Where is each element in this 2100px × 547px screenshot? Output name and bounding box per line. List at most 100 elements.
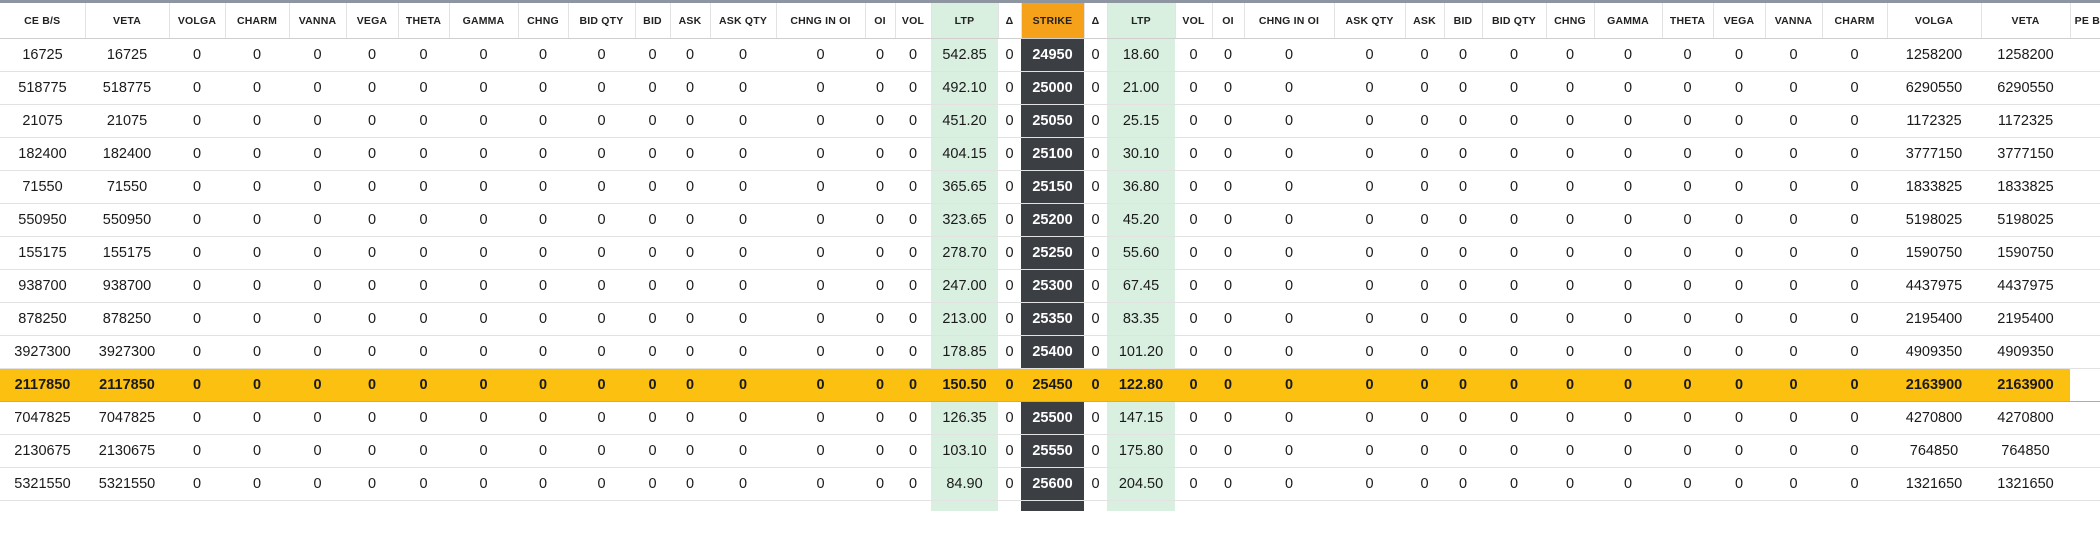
column-header-ce-ce-b-s[interactable]: CE B/S [0, 3, 86, 39]
cell-pe-ltp[interactable]: 18.60 [1107, 38, 1175, 72]
column-header-pe-charm[interactable]: CHARM [1822, 3, 1888, 39]
table-row[interactable]: 16725 16725 0 0 0 0 0 0 0 0 0 0 0 0 0 0 542.85 0 24950 0 18.… [0, 38, 2100, 72]
column-header-ce-theta[interactable]: THETA [398, 3, 450, 39]
column-header-pe-oi[interactable]: OI [1212, 3, 1245, 39]
column-header-ce-delta[interactable]: Δ [998, 3, 1022, 39]
column-header-ce-veta[interactable]: VETA [85, 3, 170, 39]
cell-pe-ltp[interactable]: 175.80 [1107, 434, 1175, 468]
cell-ce-ltp[interactable]: 365.65 [931, 170, 998, 204]
cell-pe-ltp[interactable]: 30.10 [1107, 137, 1175, 171]
cell-pe-ltp[interactable]: 67.45 [1107, 269, 1175, 303]
column-header-ce-charm[interactable]: CHARM [225, 3, 290, 39]
column-header-ce-volga[interactable]: VOLGA [169, 3, 226, 39]
strike-cell[interactable]: 25350 [1021, 302, 1084, 336]
cell-pe-ltp[interactable]: 147.15 [1107, 401, 1175, 435]
cell-pe-ltp[interactable]: 83.35 [1107, 302, 1175, 336]
cell-pe-ltp[interactable]: 55.60 [1107, 236, 1175, 270]
strike-cell[interactable]: 25450 [1021, 368, 1084, 402]
column-header-ce-vega[interactable]: VEGA [346, 3, 399, 39]
strike-cell[interactable]: 25050 [1021, 104, 1084, 138]
strike-cell[interactable]: 25600 [1021, 467, 1084, 501]
table-row[interactable]: 3927300 3927300 0 0 0 0 0 0 0 0 0 0 0 0 0 0 178.85 0 25400… [0, 335, 2100, 369]
column-header-pe-chng-in-oi[interactable]: CHNG IN OI [1244, 3, 1335, 39]
column-header-strike-strike[interactable]: STRIKE [1021, 3, 1085, 39]
cell-pe-vega: 0 [1713, 38, 1765, 72]
table-row[interactable]: 550950 550950 0 0 0 0 0 0 0 0 0 0 0 0 0 0 323.65 0 25200 0 4… [0, 203, 2100, 237]
cell-pe-ask: 0 [1405, 302, 1444, 336]
cell-pe-ltp[interactable]: 101.20 [1107, 335, 1175, 369]
column-header-ce-ask-qty[interactable]: ASK QTY [710, 3, 777, 39]
column-header-pe-ask-qty[interactable]: ASK QTY [1334, 3, 1406, 39]
cell-ce-ltp[interactable]: 278.70 [931, 236, 998, 270]
column-header-ce-oi[interactable]: OI [865, 3, 896, 39]
column-header-ce-chng-in-oi[interactable]: CHNG IN OI [776, 3, 866, 39]
column-header-ce-ltp[interactable]: LTP [931, 3, 999, 39]
cell-pe-ltp[interactable]: 204.50 [1107, 467, 1175, 501]
table-row-atm[interactable]: 2117850 2117850 0 0 0 0 0 0 0 0 0 0 0 0 0 0 150.50 0 25450… [0, 368, 2100, 402]
cell-ce-ltp[interactable]: 542.85 [931, 38, 998, 72]
table-row[interactable]: 155175 155175 0 0 0 0 0 0 0 0 0 0 0 0 0 0 278.70 0 25250 0 5… [0, 236, 2100, 270]
strike-cell[interactable]: 25300 [1021, 269, 1084, 303]
strike-cell[interactable]: 25500 [1021, 401, 1084, 435]
table-row[interactable]: 878250 878250 0 0 0 0 0 0 0 0 0 0 0 0 0 0 213.00 0 25350 0 8… [0, 302, 2100, 336]
column-header-ce-chng[interactable]: CHNG [518, 3, 569, 39]
table-row[interactable]: 2130675 2130675 0 0 0 0 0 0 0 0 0 0 0 0 0 0 103.10 0 25550… [0, 434, 2100, 468]
column-header-ce-vol[interactable]: VOL [895, 3, 932, 39]
column-header-pe-vega[interactable]: VEGA [1713, 3, 1766, 39]
cell-ce-ltp[interactable]: 492.10 [931, 71, 998, 105]
column-header-pe-bid[interactable]: BID [1444, 3, 1483, 39]
cell-pe-ltp[interactable]: 25.15 [1107, 104, 1175, 138]
tail-cell [1546, 501, 1594, 512]
cell-ce-theta: 0 [398, 368, 449, 402]
column-header-ce-bid-qty[interactable]: BID QTY [568, 3, 636, 39]
cell-pe-ltp[interactable]: 36.80 [1107, 170, 1175, 204]
table-row[interactable]: 21075 21075 0 0 0 0 0 0 0 0 0 0 0 0 0 0 451.20 0 25050 0 25.… [0, 104, 2100, 138]
column-header-pe-gamma[interactable]: GAMMA [1594, 3, 1663, 39]
column-header-pe-theta[interactable]: THETA [1662, 3, 1714, 39]
column-header-ce-vanna[interactable]: VANNA [289, 3, 347, 39]
column-header-pe-delta[interactable]: Δ [1084, 3, 1108, 39]
cell-ce-ltp[interactable]: 451.20 [931, 104, 998, 138]
strike-cell[interactable]: 25250 [1021, 236, 1084, 270]
table-row[interactable]: 182400 182400 0 0 0 0 0 0 0 0 0 0 0 0 0 0 404.15 0 25100 0 3… [0, 137, 2100, 171]
cell-ce-ltp[interactable]: 126.35 [931, 401, 998, 435]
cell-pe-ltp[interactable]: 21.00 [1107, 71, 1175, 105]
table-row[interactable]: 5321550 5321550 0 0 0 0 0 0 0 0 0 0 0 0 0 0 84.90 0 25600 0… [0, 467, 2100, 501]
strike-cell[interactable]: 25550 [1021, 434, 1084, 468]
column-header-pe-chng[interactable]: CHNG [1546, 3, 1595, 39]
strike-cell[interactable]: 25100 [1021, 137, 1084, 171]
column-header-pe-pe-b-s[interactable]: PE B/S [2070, 3, 2100, 39]
strike-cell[interactable]: 25000 [1021, 71, 1084, 105]
strike-cell[interactable]: 25150 [1021, 170, 1084, 204]
column-header-pe-bid-qty[interactable]: BID QTY [1482, 3, 1547, 39]
column-header-pe-volga[interactable]: VOLGA [1887, 3, 1982, 39]
column-header-ce-bid[interactable]: BID [635, 3, 671, 39]
table-row[interactable]: 518775 518775 0 0 0 0 0 0 0 0 0 0 0 0 0 0 492.10 0 25000 0 2… [0, 71, 2100, 105]
strike-cell[interactable]: 24950 [1021, 38, 1084, 72]
column-header-pe-ltp[interactable]: LTP [1107, 3, 1176, 39]
strike-cell[interactable]: 25400 [1021, 335, 1084, 369]
column-header-pe-vanna[interactable]: VANNA [1765, 3, 1823, 39]
cell-pe-ltp[interactable]: 122.80 [1107, 368, 1175, 402]
table-row[interactable]: 7047825 7047825 0 0 0 0 0 0 0 0 0 0 0 0 0 0 126.35 0 25500… [0, 401, 2100, 435]
cell-ce-ltp[interactable]: 213.00 [931, 302, 998, 336]
cell-ce-ltp[interactable]: 404.15 [931, 137, 998, 171]
column-header-pe-ask[interactable]: ASK [1405, 3, 1445, 39]
cell-pe-bid-qty: 0 [1482, 203, 1546, 237]
cell-ce-ltp[interactable]: 150.50 [931, 368, 998, 402]
cell-ce-ltp[interactable]: 247.00 [931, 269, 998, 303]
table-row[interactable]: 938700 938700 0 0 0 0 0 0 0 0 0 0 0 0 0 0 247.00 0 25300 0 6… [0, 269, 2100, 303]
column-header-pe-vol[interactable]: VOL [1175, 3, 1213, 39]
cell-ce-ltp[interactable]: 323.65 [931, 203, 998, 237]
strike-cell[interactable]: 25200 [1021, 203, 1084, 237]
cell-ce-ltp[interactable]: 84.90 [931, 467, 998, 501]
cell-pe-ltp[interactable]: 45.20 [1107, 203, 1175, 237]
column-header-pe-veta[interactable]: VETA [1981, 3, 2071, 39]
cell-ce-ltp[interactable]: 103.10 [931, 434, 998, 468]
table-row[interactable]: 71550 71550 0 0 0 0 0 0 0 0 0 0 0 0 0 0 365.65 0 25150 0 36.… [0, 170, 2100, 204]
cell-ce-ask-qty: 0 [710, 467, 776, 501]
column-header-ce-ask[interactable]: ASK [670, 3, 711, 39]
cell-pe-vanna: 0 [1765, 137, 1822, 171]
cell-ce-ltp[interactable]: 178.85 [931, 335, 998, 369]
column-header-ce-gamma[interactable]: GAMMA [449, 3, 519, 39]
